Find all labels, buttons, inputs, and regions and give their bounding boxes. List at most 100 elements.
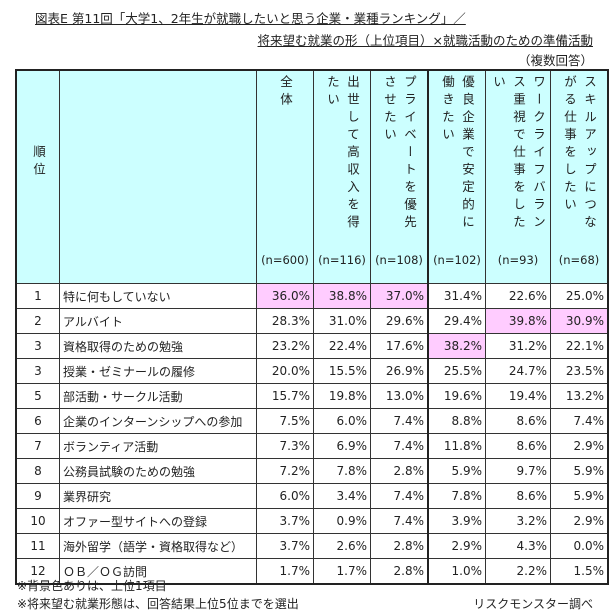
value-cell: 8.8% bbox=[427, 408, 486, 434]
value-cell: 13.0% bbox=[370, 383, 429, 409]
item-cell: 企業のインターンシップへの参加 bbox=[59, 408, 257, 434]
column-label: スキルアップにつながる仕事をしたい bbox=[562, 75, 597, 233]
rank-cell: 8 bbox=[15, 458, 60, 484]
table-row: 12 ＯＢ／ＯＧ訪問 1.7% 1.7% 2.8% 1.0% 2.2% 1.5% bbox=[15, 558, 609, 585]
value-cell: 39.8% bbox=[485, 308, 551, 334]
table-row: 1 特に何もしていない 36.0% 38.8% 37.0% 31.4% 22.6% 25.0% bbox=[15, 283, 609, 309]
value-cell: 1.7% bbox=[256, 558, 314, 585]
value-cell: 30.9% bbox=[550, 308, 609, 334]
value-cell: 25.0% bbox=[550, 283, 609, 309]
value-cell: 22.1% bbox=[550, 333, 609, 359]
rank-cell: 7 bbox=[15, 433, 60, 459]
value-cell: 7.8% bbox=[427, 483, 486, 509]
value-cell: 11.8% bbox=[427, 433, 486, 459]
rank-cell: 9 bbox=[15, 483, 60, 509]
value-cell: 8.6% bbox=[485, 433, 551, 459]
rank-cell: 5 bbox=[15, 383, 60, 409]
value-cell: 15.5% bbox=[313, 358, 371, 384]
table-row: 11 海外留学（語学・資格取得など） 3.7% 2.6% 2.8% 2.9% 4.3% 0.0… bbox=[15, 533, 609, 559]
value-cell: 6.9% bbox=[313, 433, 371, 459]
item-cell: ボランティア活動 bbox=[59, 433, 257, 459]
item-cell: ＯＢ／ＯＧ訪問 bbox=[59, 558, 257, 585]
value-cell: 20.0% bbox=[256, 358, 314, 384]
header-row: 順位 全体 (n=600) 出世して高収入を得たい (n=116) プライベートを優先さ… bbox=[15, 69, 609, 284]
value-cell: 2.8% bbox=[370, 558, 429, 585]
value-cell: 22.4% bbox=[313, 333, 371, 359]
rank-cell: 3 bbox=[15, 333, 60, 359]
header-column: スキルアップにつながる仕事をしたい (n=68) bbox=[550, 69, 609, 284]
value-cell: 38.2% bbox=[427, 333, 486, 359]
column-label: 全体 bbox=[278, 75, 293, 110]
rank-cell: 10 bbox=[15, 508, 60, 534]
title-line-2: 将来望む就業の形（上位項目）×就職活動のための準備活動 bbox=[257, 33, 593, 48]
table-row: 10 オファー型サイトへの登録 3.7% 0.9% 7.4% 3.9% 3.2% 2.9% bbox=[15, 508, 609, 534]
rank-cell: 3 bbox=[15, 358, 60, 384]
item-cell: 特に何もしていない bbox=[59, 283, 257, 309]
value-cell: 0.0% bbox=[550, 533, 609, 559]
column-n: (n=116) bbox=[318, 253, 366, 267]
value-cell: 0.9% bbox=[313, 508, 371, 534]
value-cell: 7.4% bbox=[370, 408, 429, 434]
value-cell: 2.8% bbox=[370, 533, 429, 559]
value-cell: 5.9% bbox=[550, 483, 609, 509]
value-cell: 37.0% bbox=[370, 283, 429, 309]
value-cell: 3.9% bbox=[427, 508, 486, 534]
value-cell: 3.4% bbox=[313, 483, 371, 509]
footnote-2: ※将来望む就業形態は、回答結果上位5位までを選出 bbox=[17, 597, 299, 611]
ranking-table: 順位 全体 (n=600) 出世して高収入を得たい (n=116) プライベートを優先さ… bbox=[15, 69, 609, 585]
header-column: 出世して高収入を得たい (n=116) bbox=[313, 69, 371, 284]
table-row: 5 部活動・サークル活動 15.7% 19.8% 13.0% 19.6% 19.4% 13.2… bbox=[15, 383, 609, 409]
value-cell: 1.7% bbox=[313, 558, 371, 585]
column-label: 優良企業で安定的に働きたい bbox=[440, 75, 475, 233]
value-cell: 7.4% bbox=[370, 508, 429, 534]
rank-cell: 6 bbox=[15, 408, 60, 434]
header-item bbox=[59, 69, 257, 284]
value-cell: 31.4% bbox=[427, 283, 486, 309]
value-cell: 38.8% bbox=[313, 283, 371, 309]
value-cell: 15.7% bbox=[256, 383, 314, 409]
value-cell: 5.9% bbox=[427, 458, 486, 484]
value-cell: 7.3% bbox=[256, 433, 314, 459]
table-row: 6 企業のインターンシップへの参加 7.5% 6.0% 7.4% 8.8% 8.6% 7.4% bbox=[15, 408, 609, 434]
value-cell: 13.2% bbox=[550, 383, 609, 409]
rank-cell: 1 bbox=[15, 283, 60, 309]
value-cell: 17.6% bbox=[370, 333, 429, 359]
table-row: 3 資格取得のための勉強 23.2% 22.4% 17.6% 38.2% 31.2% 22.1… bbox=[15, 333, 609, 359]
table-row: 7 ボランティア活動 7.3% 6.9% 7.4% 11.8% 8.6% 2.9% bbox=[15, 433, 609, 459]
item-cell: 業界研究 bbox=[59, 483, 257, 509]
value-cell: 29.6% bbox=[370, 308, 429, 334]
column-label: プライベートを優先させたい bbox=[382, 75, 417, 233]
value-cell: 22.6% bbox=[485, 283, 551, 309]
column-n: (n=600) bbox=[261, 253, 309, 267]
value-cell: 31.2% bbox=[485, 333, 551, 359]
value-cell: 5.9% bbox=[550, 458, 609, 484]
item-cell: アルバイト bbox=[59, 308, 257, 334]
value-cell: 7.5% bbox=[256, 408, 314, 434]
column-n: (n=102) bbox=[433, 253, 481, 267]
header-column: 全体 (n=600) bbox=[256, 69, 314, 284]
item-cell: 資格取得のための勉強 bbox=[59, 333, 257, 359]
column-n: (n=93) bbox=[497, 253, 539, 267]
value-cell: 31.0% bbox=[313, 308, 371, 334]
footnote-1: ※背景色ありは、上位1項目 bbox=[17, 579, 167, 593]
value-cell: 8.6% bbox=[485, 483, 551, 509]
table-row: 2 アルバイト 28.3% 31.0% 29.6% 29.4% 39.8% 30.9% bbox=[15, 308, 609, 334]
value-cell: 2.2% bbox=[485, 558, 551, 585]
item-cell: 部活動・サークル活動 bbox=[59, 383, 257, 409]
rank-cell: 2 bbox=[15, 308, 60, 334]
value-cell: 25.5% bbox=[427, 358, 486, 384]
multiple-answer-note: （複数回答） bbox=[517, 53, 593, 68]
value-cell: 19.4% bbox=[485, 383, 551, 409]
value-cell: 6.0% bbox=[313, 408, 371, 434]
value-cell: 2.8% bbox=[370, 458, 429, 484]
value-cell: 8.6% bbox=[485, 408, 551, 434]
value-cell: 3.7% bbox=[256, 508, 314, 534]
header-column: プライベートを優先させたい (n=108) bbox=[370, 69, 429, 284]
value-cell: 2.9% bbox=[427, 533, 486, 559]
value-cell: 19.8% bbox=[313, 383, 371, 409]
value-cell: 7.4% bbox=[370, 433, 429, 459]
table-row: 9 業界研究 6.0% 3.4% 7.4% 7.8% 8.6% 5.9% bbox=[15, 483, 609, 509]
value-cell: 7.4% bbox=[370, 483, 429, 509]
value-cell: 9.7% bbox=[485, 458, 551, 484]
value-cell: 4.3% bbox=[485, 533, 551, 559]
